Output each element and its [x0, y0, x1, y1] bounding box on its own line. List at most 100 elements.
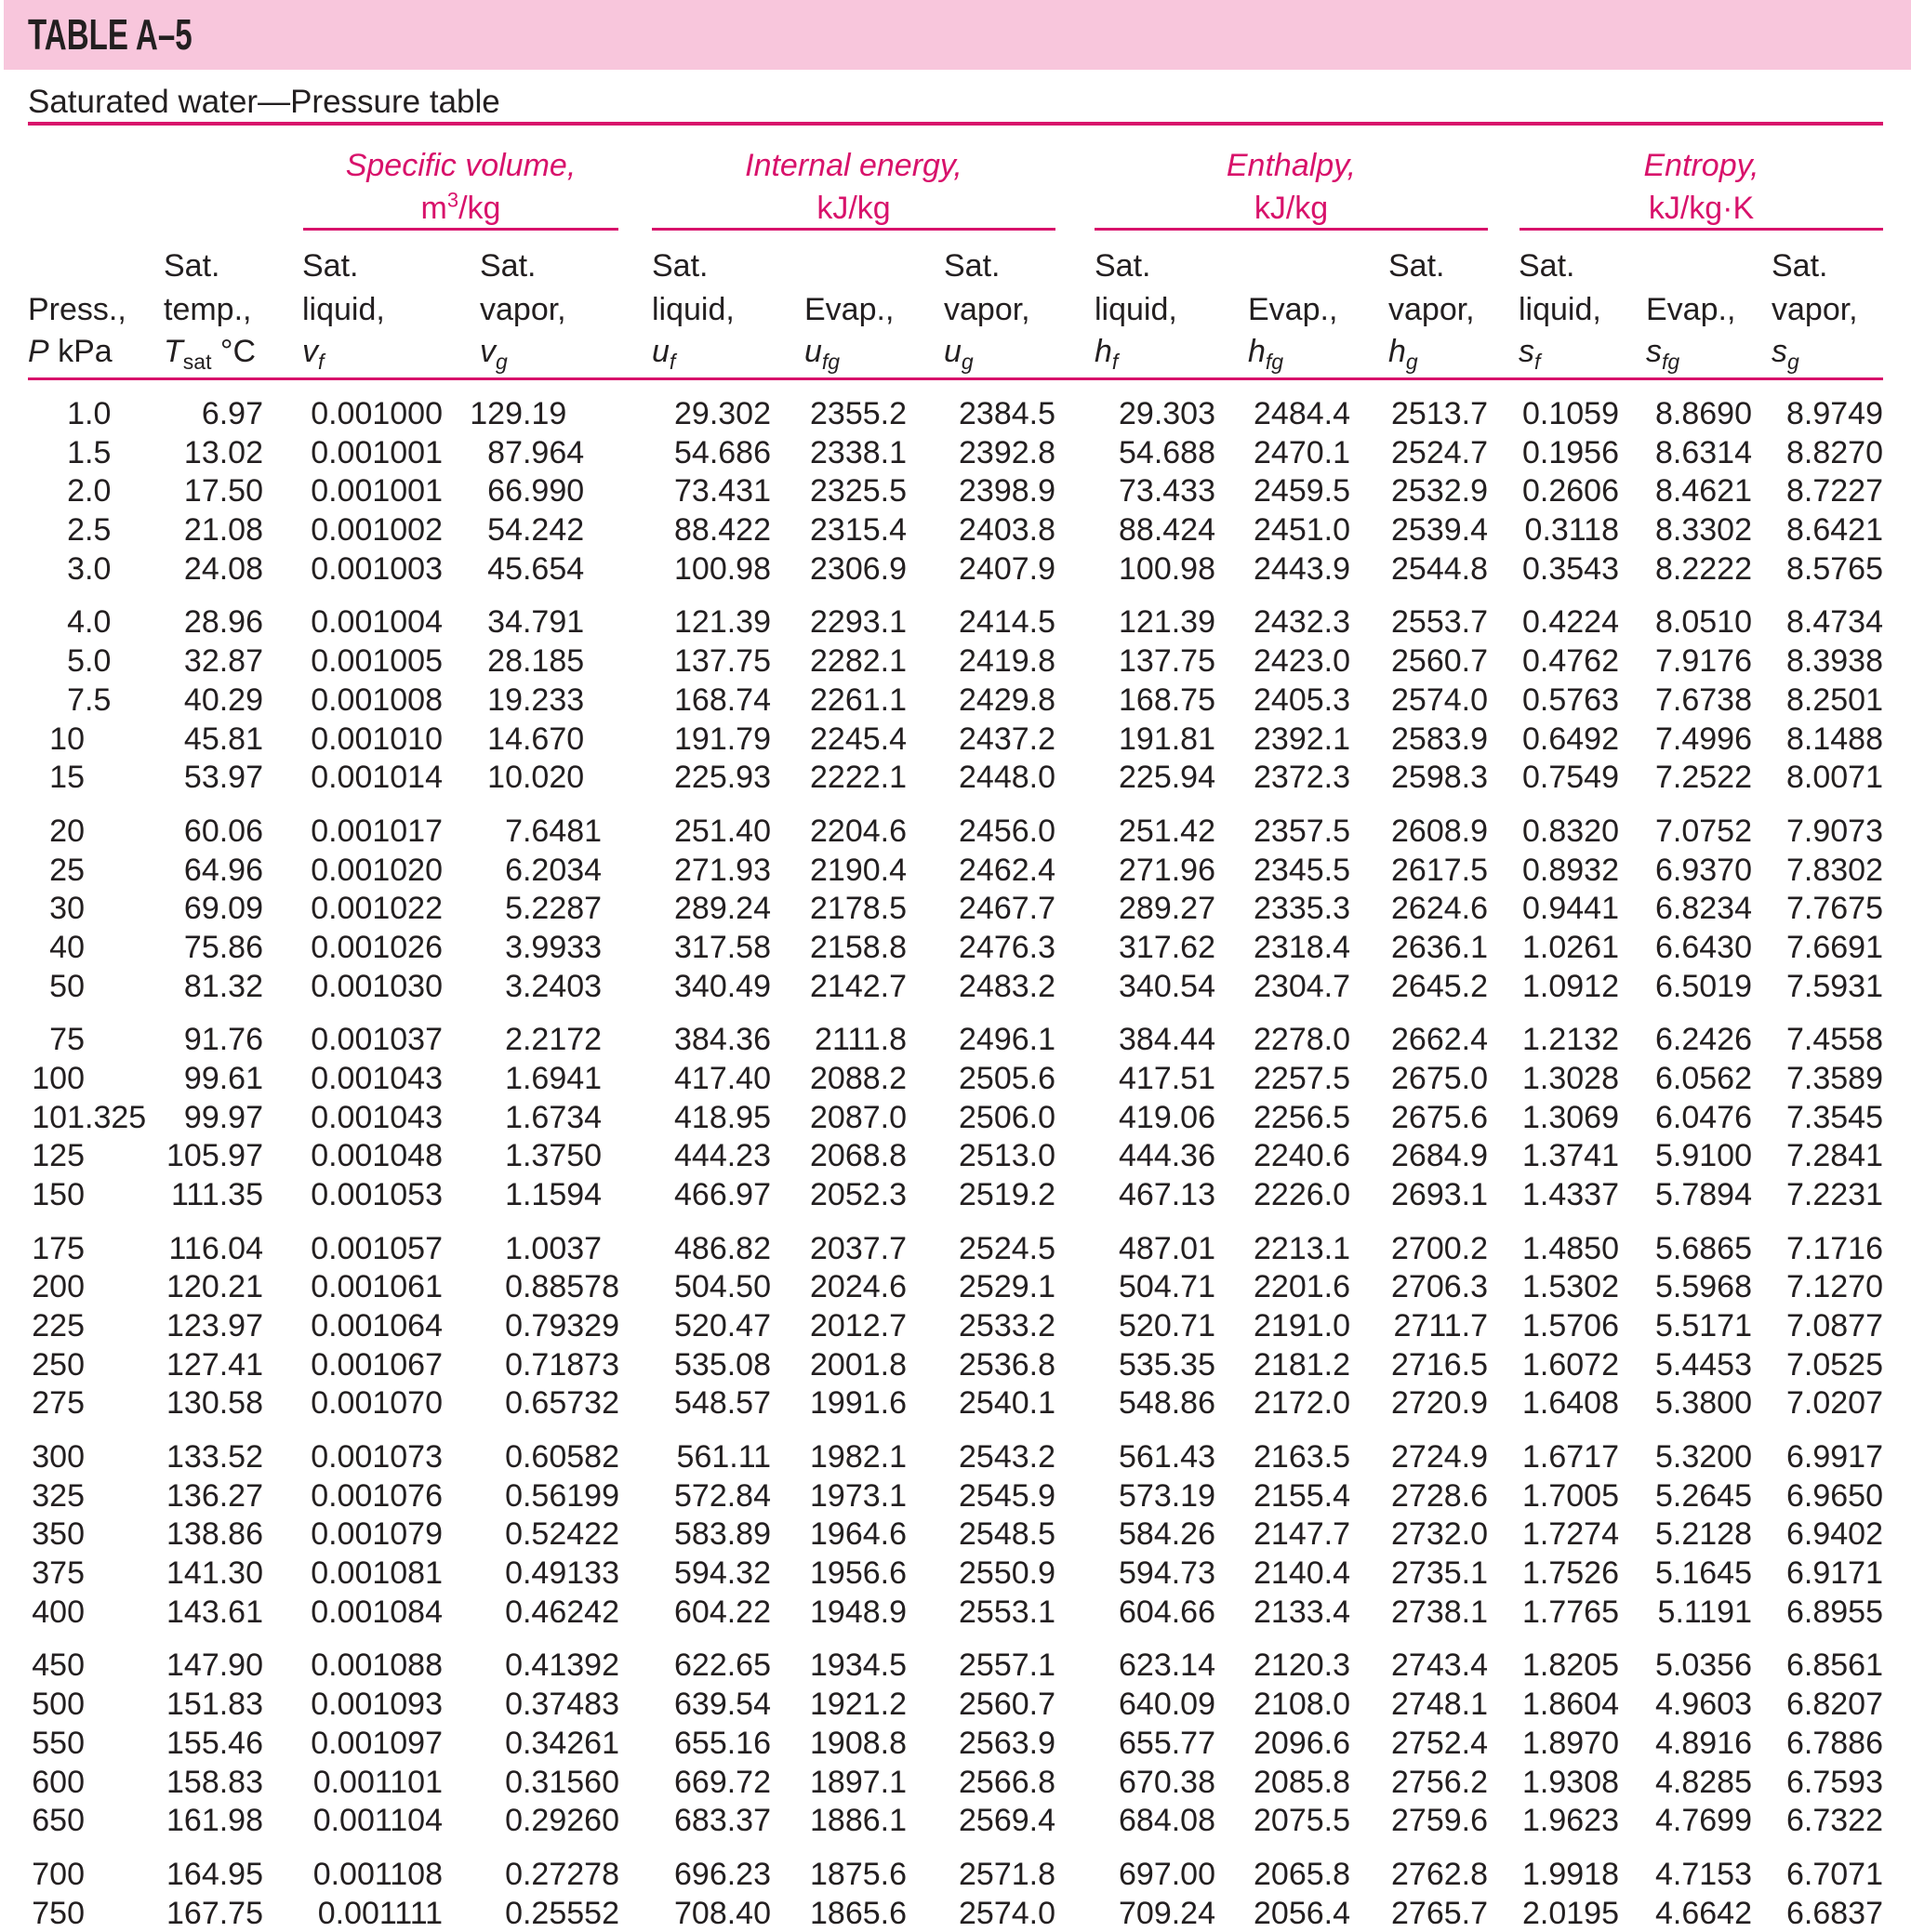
- cell-ug: 2414.5: [959, 604, 1055, 641]
- cell-uf: 417.40: [674, 1060, 771, 1096]
- column-header-sg-line1: Sat.: [1772, 248, 1828, 284]
- cell-sg: 6.6837: [1786, 1895, 1883, 1931]
- cell-vg: 0.25552: [505, 1895, 619, 1931]
- cell-ug: 2548.5: [959, 1516, 1055, 1553]
- cell-vg: 0.41392: [505, 1647, 619, 1684]
- cell-hf: 584.26: [1119, 1516, 1215, 1553]
- cell-hf: 419.06: [1119, 1099, 1215, 1135]
- cell-hf: 100.98: [1119, 550, 1215, 587]
- cell-sg: 6.7071: [1786, 1856, 1883, 1892]
- cell-hf: 444.36: [1119, 1138, 1215, 1174]
- cell-sfg: 4.7699: [1655, 1803, 1752, 1839]
- cell-ug: 2560.7: [959, 1687, 1055, 1723]
- cell-hf: 604.66: [1119, 1594, 1215, 1630]
- cell-sg: 6.7593: [1786, 1764, 1883, 1800]
- cell-pressure: 1.0: [67, 396, 112, 431]
- cell-sg: 8.0071: [1786, 760, 1883, 796]
- cell-vg: 2.2172: [505, 1022, 603, 1058]
- column-header-vf-symbol: vf: [302, 334, 325, 374]
- cell-hf: 29.303: [1119, 396, 1215, 431]
- cell-vf: 0.001003: [311, 550, 443, 587]
- cell-ug: 2456.0: [959, 813, 1055, 849]
- cell-hfg: 2432.3: [1254, 604, 1350, 641]
- cell-sf: 1.8205: [1522, 1647, 1619, 1684]
- cell-pressure: 7.5: [67, 681, 112, 718]
- cell-sfg: 7.9176: [1655, 643, 1752, 680]
- cell-sat-temp: 40.29: [183, 681, 263, 718]
- cell-hf: 573.19: [1119, 1477, 1215, 1514]
- cell-hf: 251.42: [1119, 813, 1215, 849]
- cell-vf: 0.001070: [311, 1385, 443, 1422]
- cell-sat-temp: 64.96: [183, 852, 263, 888]
- cell-sat-temp: 91.76: [183, 1022, 263, 1058]
- cell-ufg: 2261.1: [810, 681, 907, 718]
- cell-vg: 0.71873: [505, 1346, 619, 1383]
- column-header-vg-symbol: vg: [480, 334, 508, 374]
- cell-pressure: 175: [32, 1230, 85, 1266]
- cell-pressure: 5.0: [67, 643, 112, 680]
- cell-hg: 2700.2: [1391, 1230, 1488, 1266]
- cell-hfg: 2443.9: [1254, 550, 1350, 587]
- cell-vg: 6.2034: [505, 852, 603, 888]
- cell-ufg: 2190.4: [810, 852, 907, 888]
- column-header-hg-line1: Sat.: [1388, 248, 1445, 284]
- cell-vg: 0.31560: [505, 1764, 619, 1800]
- group-header-internal-energy: Internal energy, kJ/kg: [652, 144, 1055, 230]
- cell-uf: 594.32: [674, 1555, 771, 1592]
- cell-hg: 2724.9: [1391, 1439, 1488, 1475]
- cell-ug: 2419.8: [959, 643, 1055, 680]
- cell-hfg: 2056.4: [1254, 1895, 1350, 1931]
- cell-vf: 0.001026: [311, 929, 443, 965]
- cell-sat-temp: 167.75: [166, 1895, 263, 1931]
- cell-ug: 2496.1: [959, 1022, 1055, 1058]
- cell-ug: 2467.7: [959, 891, 1055, 927]
- cell-sf: 1.7274: [1522, 1516, 1619, 1553]
- title-band: [4, 0, 1911, 70]
- cell-sg: 7.2231: [1786, 1177, 1883, 1212]
- cell-ug: 2536.8: [959, 1346, 1055, 1383]
- cell-hg: 2645.2: [1391, 968, 1488, 1004]
- cell-sg: 6.8955: [1786, 1594, 1883, 1630]
- cell-vf: 0.001076: [311, 1477, 443, 1514]
- cell-hfg: 2181.2: [1254, 1346, 1350, 1383]
- column-header-ufg-symbol: ufg: [804, 334, 841, 374]
- cell-vf: 0.001104: [312, 1803, 443, 1839]
- cell-vf: 0.001043: [311, 1099, 443, 1135]
- cell-pressure: 300: [32, 1439, 85, 1475]
- column-header-sat-temp-symbol: Tsat °C: [164, 334, 257, 374]
- cell-vf: 0.001084: [311, 1594, 443, 1630]
- cell-hg: 2706.3: [1391, 1269, 1488, 1305]
- cell-hfg: 2133.4: [1254, 1594, 1350, 1630]
- cell-vg: 1.1594: [505, 1177, 603, 1212]
- cell-uf: 708.40: [674, 1895, 771, 1931]
- top-rule: [28, 122, 1883, 126]
- group-rule: [1095, 228, 1488, 231]
- column-header-sfg-symbol: sfg: [1646, 334, 1680, 374]
- cell-hf: 487.01: [1119, 1230, 1215, 1266]
- cell-hf: 191.81: [1119, 721, 1215, 757]
- cell-hfg: 2226.0: [1254, 1177, 1350, 1212]
- cell-uf: 548.57: [674, 1385, 771, 1422]
- cell-pressure: 2.5: [67, 512, 112, 549]
- cell-sat-temp: 99.61: [183, 1060, 263, 1096]
- cell-hg: 2765.7: [1391, 1895, 1488, 1931]
- cell-vg: 1.0037: [505, 1230, 603, 1266]
- cell-hf: 640.09: [1119, 1687, 1215, 1723]
- cell-vg: 0.46242: [505, 1594, 619, 1630]
- column-header-vg-line1: Sat.: [480, 248, 537, 284]
- cell-hfg: 2372.3: [1254, 760, 1350, 796]
- cell-sat-temp: 13.02: [183, 434, 263, 470]
- cell-sg: 6.9650: [1786, 1477, 1883, 1514]
- cell-sfg: 6.5019: [1655, 968, 1752, 1004]
- cell-pressure: 700: [32, 1856, 85, 1892]
- table-subtitle: Saturated water—Pressure table: [28, 84, 500, 120]
- cell-hfg: 2357.5: [1254, 813, 1350, 849]
- cell-vg: 0.79329: [505, 1308, 619, 1343]
- cell-sfg: 8.4621: [1655, 473, 1752, 509]
- column-header-hf-line1: Sat.: [1095, 248, 1151, 284]
- cell-uf: 54.686: [674, 434, 771, 470]
- cell-hf: 655.77: [1119, 1725, 1215, 1761]
- cell-sat-temp: 151.83: [166, 1687, 263, 1723]
- cell-sf: 1.5302: [1522, 1269, 1619, 1305]
- column-header-sat-temp-line1: Sat.: [164, 248, 220, 284]
